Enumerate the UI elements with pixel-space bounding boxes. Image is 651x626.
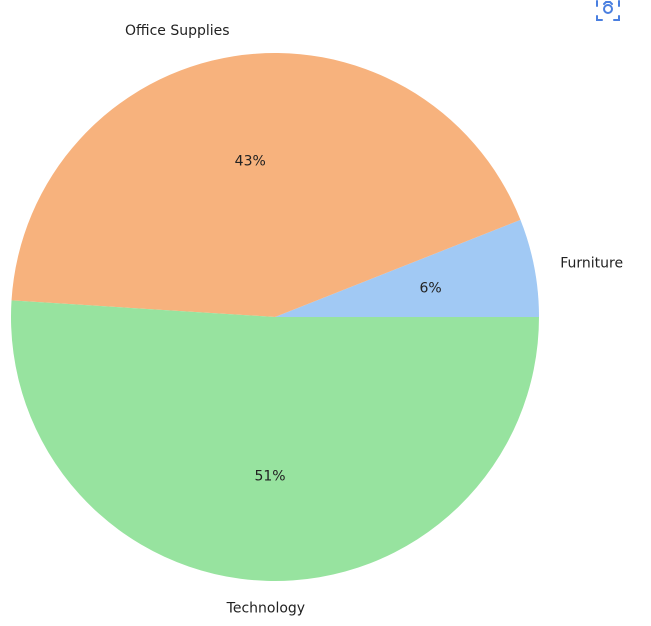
pie-slices xyxy=(11,53,540,581)
pct-label-furniture: 6% xyxy=(419,280,441,296)
category-label-office-supplies: Office Supplies xyxy=(125,23,230,39)
pie-slice-office-supplies xyxy=(11,53,521,317)
pct-label-office-supplies: 43% xyxy=(235,154,266,170)
pct-label-technology: 51% xyxy=(254,468,285,484)
category-label-furniture: Furniture xyxy=(560,256,623,272)
pie-labels: 6% Furniture 43% Office Supplies 51% Technolo… xyxy=(125,23,623,616)
screenshot-capture-icon[interactable] xyxy=(594,0,622,22)
pie-slice-furniture xyxy=(275,219,539,317)
pie-slice-technology xyxy=(11,300,540,581)
category-label-technology: Technology xyxy=(226,600,305,616)
